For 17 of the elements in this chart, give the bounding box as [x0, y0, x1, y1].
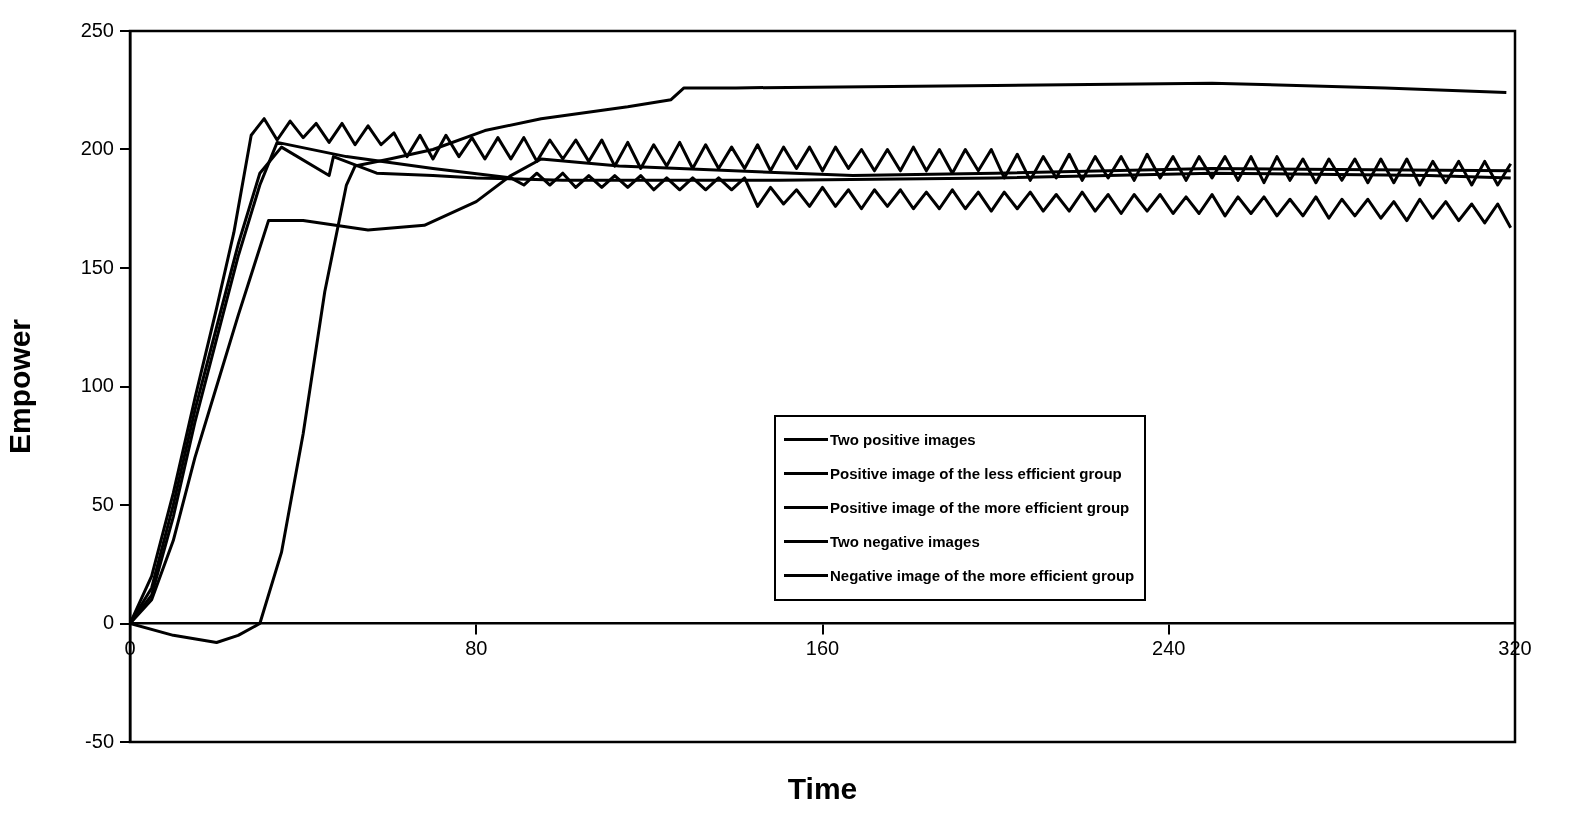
- x-tick-label: 80: [465, 637, 488, 660]
- y-tick-label: -50: [85, 729, 114, 752]
- x-tick-label: 160: [805, 637, 840, 660]
- y-axis-title: Empower: [3, 318, 37, 455]
- x-axis-title: Time: [787, 772, 858, 806]
- legend-label: Two negative images: [830, 533, 980, 551]
- legend-label: Positive image of the more efficient group: [830, 499, 1130, 517]
- y-tick-label: 0: [102, 611, 114, 634]
- legend-label: Negative image of the more efficient group: [830, 567, 1135, 585]
- y-tick-label: 200: [80, 137, 114, 160]
- y-tick-label: 250: [80, 18, 114, 41]
- x-tick-label: 240: [1152, 637, 1186, 660]
- y-tick-label: 100: [80, 374, 114, 397]
- legend-label: Positive image of the less efficient group: [830, 465, 1122, 483]
- y-tick-label: 150: [80, 255, 114, 278]
- y-tick-label: 50: [91, 492, 114, 515]
- legend-label: Two positive images: [830, 431, 976, 449]
